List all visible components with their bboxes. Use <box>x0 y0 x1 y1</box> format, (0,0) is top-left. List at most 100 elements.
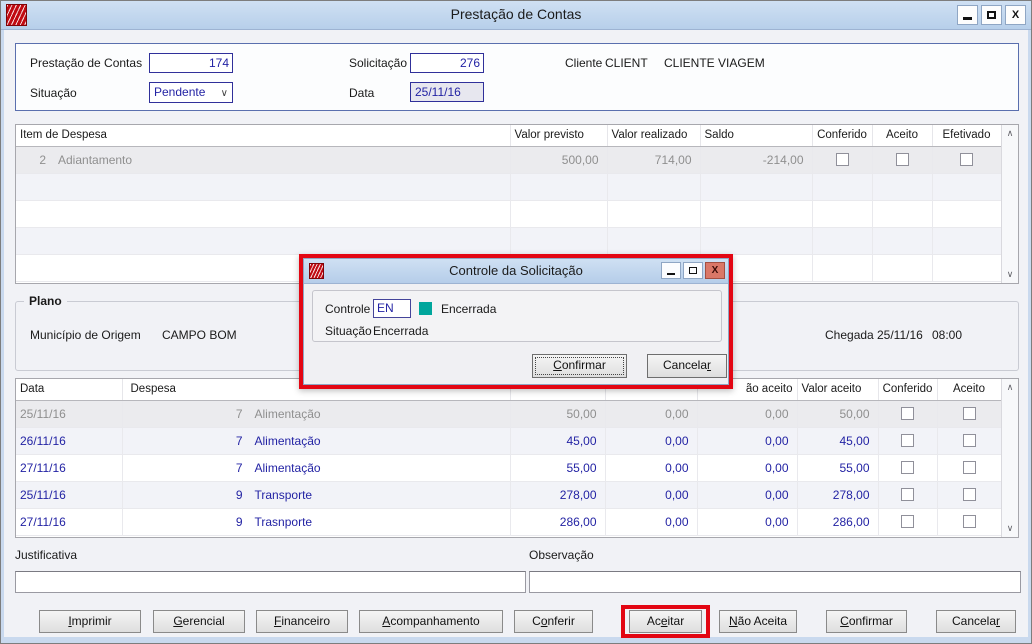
valor-aceito: 278,00 <box>797 481 879 509</box>
conferido-checkbox[interactable] <box>835 153 849 166</box>
table-row[interactable]: 27/11/16 7 Alimentação 55,00 0,00 0,00 55… <box>16 454 1002 482</box>
gerencial-button[interactable]: Gerencial <box>153 610 245 633</box>
situacao-value: Encerrada <box>373 324 429 338</box>
maximize-icon <box>689 267 697 274</box>
valor-nao-aceito: 0,00 <box>697 427 798 455</box>
despesa-name: Transporte <box>254 487 313 502</box>
aceitar-button[interactable]: Aceitar <box>629 610 702 633</box>
prestacao-label: Prestação de Contas <box>30 56 143 70</box>
table-row[interactable]: 27/11/16 9 Trasnporte 286,00 0,00 0,00 28… <box>16 508 1002 536</box>
table-row[interactable]: 25/11/16 7 Alimentação 50,00 0,00 0,00 50… <box>16 400 1002 428</box>
situacao-label: Situação <box>325 324 372 338</box>
aceito-checkbox[interactable] <box>962 434 976 447</box>
observacao-input[interactable] <box>529 571 1021 593</box>
dialog-confirmar-button[interactable]: Confirmar <box>532 354 627 378</box>
despesa-code: 9 <box>235 487 243 502</box>
detail-table-scrollbar[interactable]: ∧ ∨ <box>1001 379 1018 537</box>
conferido-checkbox[interactable] <box>901 461 914 474</box>
financeiro-button[interactable]: Financeiro <box>256 610 348 633</box>
window-frame-bottom <box>1 637 1031 643</box>
col-aceito[interactable]: Aceito <box>872 125 933 147</box>
solicitacao-input[interactable]: 276 <box>410 53 484 73</box>
municipio-origem-label: Município de Origem <box>30 328 141 342</box>
imprimir-button[interactable]: Imprimir <box>39 610 141 633</box>
controle-groupbox: Controle EN Encerrada Situação Encerrada <box>312 290 722 342</box>
col-saldo[interactable]: Saldo <box>700 125 813 147</box>
col-item-despesa[interactable]: Item de Despesa <box>16 125 511 147</box>
dialog-close-button[interactable]: X <box>705 262 725 279</box>
conferido-checkbox[interactable] <box>901 515 914 528</box>
table-row[interactable]: 26/11/16 7 Alimentação 45,00 0,00 0,00 45… <box>16 427 1002 455</box>
controle-label: Controle <box>325 302 371 316</box>
table-row[interactable]: 2 Adiantamento 500,00 714,00 -214,00 <box>16 146 1002 174</box>
controle-input[interactable]: EN <box>373 299 411 318</box>
efetivado-checkbox[interactable] <box>960 153 973 166</box>
valor-2: 0,00 <box>605 454 698 482</box>
col-valor-previsto[interactable]: Valor previsto <box>510 125 608 147</box>
scroll-down-icon[interactable]: ∨ <box>1006 269 1014 279</box>
cliente-name: CLIENTE VIAGEM <box>664 56 765 70</box>
dialog-maximize-button[interactable] <box>683 262 703 279</box>
prestacao-input[interactable]: 174 <box>149 53 233 73</box>
valor-2: 0,00 <box>605 400 698 428</box>
aceito-checkbox[interactable] <box>962 488 976 501</box>
justificativa-input[interactable] <box>15 571 526 593</box>
dialog-minimize-button[interactable] <box>661 262 681 279</box>
chegada-date: 25/11/16 <box>877 328 923 342</box>
aceito-checkbox[interactable] <box>962 515 976 528</box>
col-conferido[interactable]: Conferido <box>812 125 873 147</box>
valor-aceito: 50,00 <box>797 400 879 428</box>
data-input[interactable]: 25/11/16 <box>410 82 484 102</box>
table-row[interactable]: 25/11/16 9 Transporte 278,00 0,00 0,00 27… <box>16 481 1002 509</box>
window-controls: X <box>957 5 1026 25</box>
data-label: Data <box>349 86 375 100</box>
despesa-name: Alimentação <box>254 460 321 475</box>
status-color-swatch <box>419 302 432 315</box>
dialog-title: Controle da Solicitação <box>449 263 583 278</box>
valor-nao-aceito: 0,00 <box>697 481 798 509</box>
col-efetivado[interactable]: Efetivado <box>932 125 1002 147</box>
observacao-label: Observação <box>529 548 594 562</box>
conferido-checkbox[interactable] <box>901 488 914 501</box>
despesa-code: 7 <box>235 433 243 448</box>
table-row <box>16 227 1002 255</box>
col-aceito[interactable]: Aceito <box>937 379 1002 401</box>
minimize-icon <box>667 272 675 275</box>
app-logo-icon <box>309 263 324 279</box>
aceito-checkbox[interactable] <box>895 153 909 166</box>
col-valor-aceito[interactable]: Valor aceito <box>797 379 879 401</box>
minimize-button[interactable] <box>957 5 978 25</box>
close-button[interactable]: X <box>1005 5 1026 25</box>
col-valor-realizado[interactable]: Valor realizado <box>607 125 701 147</box>
despesa-data: 25/11/16 <box>16 400 123 428</box>
justificativa-label: Justificativa <box>15 548 78 562</box>
header-form-panel: Prestação de Contas 174 Solicitação 276 … <box>15 43 1019 111</box>
acompanhamento-button[interactable]: Acompanhamento <box>359 610 503 633</box>
despesa-code: 9 <box>235 514 243 529</box>
dialog-cancelar-button[interactable]: Cancelar <box>647 354 727 378</box>
col-conferido[interactable]: Conferido <box>878 379 938 401</box>
solicitacao-label: Solicitação <box>349 56 408 70</box>
dialog-titlebar[interactable]: Controle da Solicitação X <box>304 259 728 284</box>
table-row <box>16 200 1002 228</box>
cancelar-button[interactable]: Cancelar <box>936 610 1016 633</box>
close-icon: X <box>1011 9 1020 21</box>
aceito-checkbox[interactable] <box>962 461 976 474</box>
scroll-up-icon[interactable]: ∧ <box>1006 128 1014 138</box>
saldo: -214,00 <box>700 146 813 174</box>
aceito-checkbox[interactable] <box>962 407 976 420</box>
scroll-up-icon[interactable]: ∧ <box>1006 382 1014 392</box>
cliente-label: Cliente <box>565 56 603 70</box>
conferido-checkbox[interactable] <box>901 434 914 447</box>
valor-2: 0,00 <box>605 427 698 455</box>
scroll-down-icon[interactable]: ∨ <box>1006 523 1014 533</box>
app-logo-icon <box>6 4 27 26</box>
conferir-button[interactable]: Conferir <box>514 610 593 633</box>
expense-table-scrollbar[interactable]: ∧ ∨ <box>1001 125 1018 283</box>
confirmar-button[interactable]: Confirmar <box>826 610 907 633</box>
col-data[interactable]: Data <box>16 379 123 401</box>
situacao-select[interactable]: Pendente ∨ <box>149 82 233 103</box>
conferido-checkbox[interactable] <box>901 407 914 420</box>
nao-aceita-button[interactable]: Não Aceita <box>719 610 797 633</box>
maximize-button[interactable] <box>981 5 1002 25</box>
